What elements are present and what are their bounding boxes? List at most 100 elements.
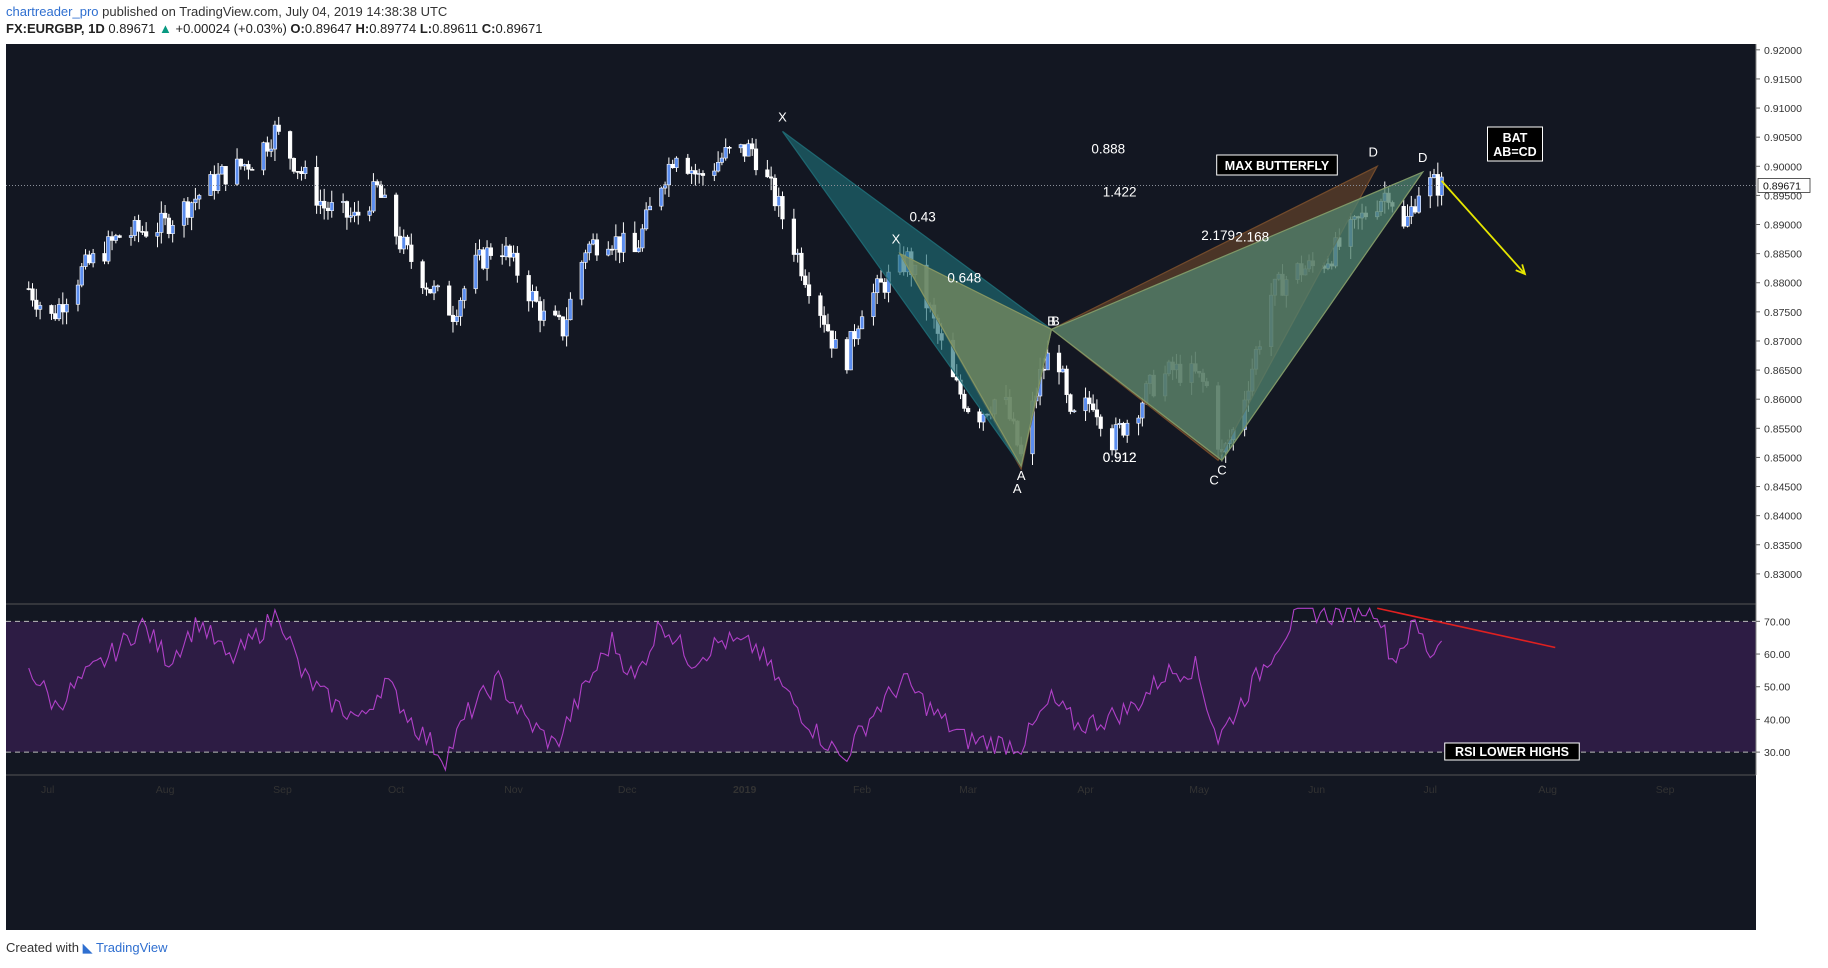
price-tick-label: 0.90000 <box>1764 161 1802 173</box>
rsi-tick-label: 30.00 <box>1764 747 1790 759</box>
candle <box>621 222 626 262</box>
candle-body <box>674 157 679 169</box>
candle <box>435 284 440 292</box>
candle <box>269 139 274 158</box>
candle <box>348 207 353 223</box>
candle <box>272 120 278 161</box>
candle-body <box>621 232 626 253</box>
candle <box>685 153 690 175</box>
candle <box>769 166 774 191</box>
candle <box>128 226 134 246</box>
candle-body <box>875 278 880 294</box>
candle <box>367 206 372 222</box>
candle <box>507 244 512 267</box>
candle-body <box>272 124 278 150</box>
price-tick-label: 0.86500 <box>1764 365 1802 377</box>
candle-body <box>356 211 361 216</box>
candle-body <box>83 254 88 267</box>
candle-body <box>742 144 747 157</box>
candle <box>371 173 376 213</box>
tradingview-link[interactable]: TradingView <box>96 940 168 955</box>
candle <box>1439 172 1444 206</box>
candle <box>234 148 240 187</box>
rsi-lower-highs-box <box>1444 742 1580 761</box>
price-tick-label: 0.89000 <box>1764 220 1802 232</box>
candle-body <box>822 315 827 325</box>
candle <box>394 192 399 245</box>
candle <box>197 193 202 210</box>
candle-body <box>613 236 618 250</box>
candle <box>246 160 251 180</box>
candle-body <box>666 163 671 186</box>
candle-body <box>738 144 743 149</box>
candle-body <box>87 254 92 264</box>
candle-body <box>34 299 39 310</box>
candle <box>1125 419 1130 443</box>
candle <box>981 412 986 431</box>
candle-body <box>382 194 387 198</box>
candle-body <box>769 176 774 179</box>
candle <box>875 274 880 305</box>
candle-body <box>1109 428 1115 451</box>
candle <box>659 186 664 211</box>
candle-body <box>329 202 334 212</box>
candle-body <box>166 217 171 234</box>
price-tick-label: 0.87000 <box>1764 336 1802 348</box>
candle-body <box>1439 176 1444 196</box>
candle <box>382 188 387 199</box>
candle <box>844 337 850 374</box>
candle <box>818 292 823 328</box>
publisher-link[interactable]: chartreader_pro <box>6 4 99 19</box>
candle <box>859 310 865 330</box>
candle <box>447 280 452 316</box>
candle-body <box>500 255 505 258</box>
candle <box>159 201 164 244</box>
symbol-legend: FX:EURGBP, 1D 0.89671 ▲ +0.00024 (+0.03%… <box>6 21 543 36</box>
low-value: 0.89611 <box>432 21 479 36</box>
candle-body <box>859 316 865 330</box>
symbol-name[interactable]: FX:EURGBP, 1D <box>6 21 105 36</box>
candle-body <box>560 316 565 337</box>
price-tick-label: 0.89500 <box>1764 190 1802 202</box>
price-chart[interactable]: 0.92000 0.91500 0.91000 0.90500 0.90000 0.895… <box>0 40 1828 936</box>
candle <box>526 270 531 312</box>
candle <box>723 138 728 161</box>
candle-body <box>261 142 266 171</box>
candle <box>481 247 486 271</box>
candle-body <box>26 288 31 290</box>
candle-body <box>159 212 164 233</box>
candle-body <box>477 249 482 256</box>
candle-body <box>113 235 118 241</box>
candle <box>64 298 69 325</box>
candle <box>314 155 319 214</box>
time-tick-label: Sep <box>1656 784 1675 796</box>
candle-body <box>371 181 376 212</box>
candle-body <box>185 201 190 218</box>
candle-body <box>447 285 452 316</box>
candle <box>344 200 350 230</box>
candle-body <box>962 393 967 409</box>
candle-body <box>189 202 194 218</box>
candle <box>1405 204 1410 228</box>
price-tick-label: 0.83000 <box>1764 569 1802 581</box>
bat-abcd-box <box>1487 126 1543 162</box>
candle-body <box>591 239 596 245</box>
candle <box>329 190 334 218</box>
price-axis-background <box>1756 44 1822 797</box>
time-tick-label: Feb <box>853 784 871 796</box>
candle <box>636 240 641 253</box>
candle-body <box>632 232 637 253</box>
candle <box>208 171 213 196</box>
candle <box>1428 171 1433 209</box>
candle <box>170 220 175 243</box>
candle <box>568 292 573 321</box>
candle-body <box>1068 394 1073 412</box>
candle-body <box>526 275 531 302</box>
ratio-label: 0.43 <box>910 210 936 225</box>
candle <box>189 201 194 231</box>
time-tick-label: Mar <box>959 784 978 796</box>
time-tick-label: Aug <box>1538 784 1557 796</box>
candle-body <box>1094 409 1100 418</box>
candle-body <box>594 239 600 256</box>
candle <box>1121 421 1126 438</box>
